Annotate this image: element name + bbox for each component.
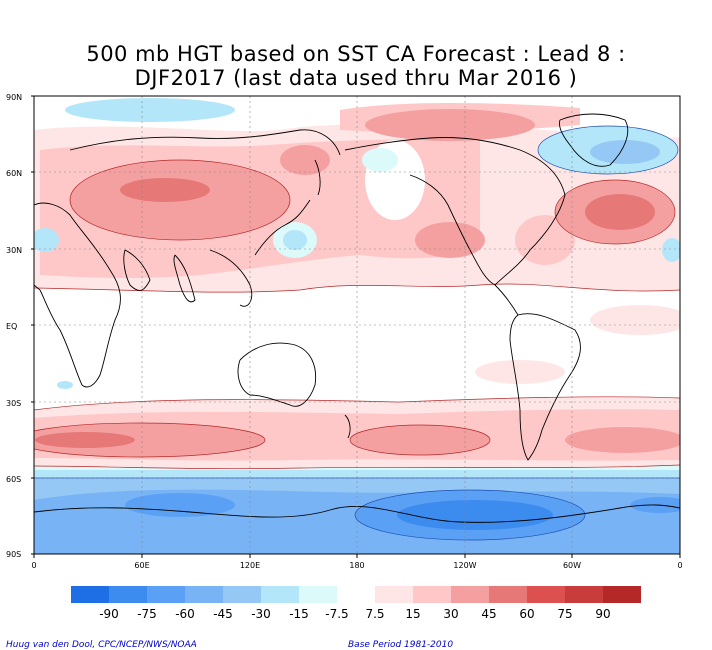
legend-label: 90 xyxy=(595,607,610,621)
low-greenland-core xyxy=(590,140,660,164)
lon-label-60w: 60W xyxy=(562,561,582,570)
legend-swatch xyxy=(223,586,261,603)
legend-swatch xyxy=(109,586,147,603)
high-north-atlantic-core xyxy=(585,194,655,230)
high-south-atlantic-indian xyxy=(34,423,265,457)
legend-label: 60 xyxy=(519,607,534,621)
legend-swatch xyxy=(261,586,299,603)
legend-swatch xyxy=(71,586,109,603)
legend-swatch xyxy=(299,586,337,603)
legend-label: -7.5 xyxy=(325,607,348,621)
low-east-atlantic xyxy=(662,238,680,262)
high-north-america xyxy=(515,215,575,265)
high-tropical-atlantic xyxy=(590,305,680,335)
lon-label-60e: 60E xyxy=(134,561,150,570)
chart-title-line1: 500 mb HGT based on SST CA Forecast : Le… xyxy=(86,42,626,66)
chart-title-line2: DJF2017 (last data used thru Mar 2016 ) xyxy=(134,66,578,90)
high-south-atlantic-core xyxy=(35,432,135,448)
legend-label: -90 xyxy=(99,607,119,621)
low-ross-sea-core xyxy=(397,500,553,530)
legend-label: -60 xyxy=(175,607,195,621)
low-arctic-eurasia xyxy=(65,98,235,122)
lat-label-30n: 30N xyxy=(6,246,23,255)
low-indian-ocean xyxy=(125,493,235,517)
legend-label: -45 xyxy=(213,607,233,621)
lon-label-120e: 120E xyxy=(239,561,261,570)
legend-label: -15 xyxy=(289,607,309,621)
lat-label-60s: 60S xyxy=(6,475,22,484)
legend-label: -30 xyxy=(251,607,271,621)
lon-label-120w: 120W xyxy=(453,561,477,570)
high-south-pacific xyxy=(350,425,490,455)
low-west-africa xyxy=(34,228,59,252)
high-northeast-pacific xyxy=(415,222,485,258)
legend-swatch xyxy=(147,586,185,603)
lat-label-90s: 90S xyxy=(6,550,22,559)
legend-swatch xyxy=(375,586,413,603)
lat-label-60n: 60N xyxy=(6,169,23,178)
lon-label-0: 0 xyxy=(31,561,37,570)
low-japan-core xyxy=(283,230,307,250)
color-legend: -90 -75 -60 -45 -30 -15 -7.5 7.5 15 30 45 60 75 90 xyxy=(71,586,641,621)
legend-swatch xyxy=(413,586,451,603)
legend-swatch xyxy=(185,586,223,603)
legend-swatch xyxy=(527,586,565,603)
axis-ticks xyxy=(31,95,681,558)
legend-label: 30 xyxy=(443,607,458,621)
lon-label-0-east: 0 xyxy=(677,561,683,570)
low-alaska xyxy=(362,148,398,172)
legend-swatch xyxy=(337,586,375,603)
legend-label: 45 xyxy=(481,607,496,621)
credit-base-period: Base Period 1981-2010 xyxy=(348,640,454,650)
legend-label: 75 xyxy=(557,607,572,621)
graticule xyxy=(34,96,680,554)
anomaly-field xyxy=(34,96,680,554)
credit-author: Huug van den Dool, CPC/NCEP/NWS/NOAA xyxy=(6,640,197,650)
lon-label-180: 180 xyxy=(349,561,365,570)
high-polar xyxy=(365,109,535,141)
legend-label: 7.5 xyxy=(365,607,384,621)
high-south-atlantic-east xyxy=(565,427,680,453)
legend-swatch xyxy=(603,586,641,603)
high-kamchatka xyxy=(280,145,330,175)
coastlines xyxy=(34,113,680,523)
lat-label-eq: EQ xyxy=(6,322,18,331)
legend-swatch xyxy=(565,586,603,603)
legend-swatch xyxy=(489,586,527,603)
legend-swatch xyxy=(451,586,489,603)
low-south-atlantic-small xyxy=(57,381,73,389)
legend-label: -75 xyxy=(137,607,157,621)
legend-label: 15 xyxy=(405,607,420,621)
lat-label-90n: 90N xyxy=(6,93,23,102)
high-subtropical-south-pacific xyxy=(475,360,565,384)
high-central-asia-core xyxy=(120,178,210,202)
lat-label-30s: 30S xyxy=(6,399,22,408)
